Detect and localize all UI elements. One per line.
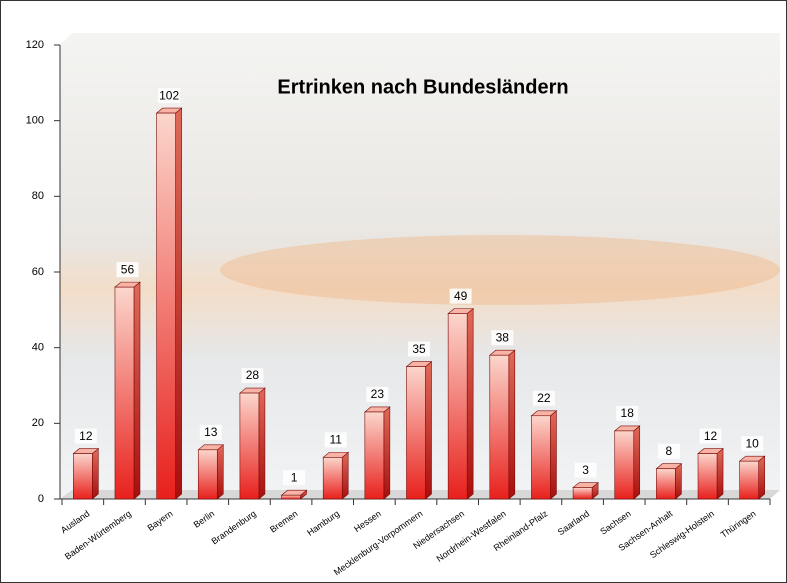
bar-front <box>322 457 343 500</box>
bar-side <box>758 455 765 500</box>
bar-side <box>175 107 182 500</box>
bar-side <box>550 410 557 500</box>
bar <box>613 425 641 500</box>
bar-side <box>508 349 516 500</box>
value-label-box <box>741 436 764 452</box>
bar-front <box>614 430 635 500</box>
value-label: 23 <box>371 387 385 401</box>
value-label: 8 <box>666 444 673 458</box>
y-tick-label: 80 <box>32 190 44 202</box>
value-label: 12 <box>704 429 718 443</box>
value-label-box <box>199 424 222 440</box>
bar <box>697 447 724 500</box>
value-label-box <box>532 390 555 406</box>
bar-side <box>383 406 391 500</box>
value-label-box <box>74 428 97 444</box>
bar <box>572 482 599 500</box>
y-tick-label: 120 <box>26 39 44 51</box>
value-label: 35 <box>412 342 426 356</box>
bar <box>447 307 474 500</box>
bar-side <box>425 360 432 500</box>
bar-front <box>364 411 385 500</box>
value-label: 22 <box>537 391 551 405</box>
value-label-box <box>158 88 181 104</box>
y-tick-label: 0 <box>38 493 44 505</box>
bar <box>239 387 266 500</box>
bar <box>114 281 141 500</box>
bar <box>364 406 391 500</box>
bar-side <box>341 451 349 500</box>
bar-front <box>73 453 93 500</box>
bar-front <box>281 494 301 500</box>
chart-title: Ertrinken nach Bundesländern <box>277 76 568 98</box>
value-label-box <box>116 262 139 278</box>
value-label: 13 <box>204 425 218 439</box>
value-label: 102 <box>159 88 179 102</box>
bar-side <box>675 463 682 500</box>
value-label: 10 <box>745 436 759 450</box>
bar-front <box>406 366 426 500</box>
value-label-box <box>616 405 639 421</box>
bar-front <box>531 415 551 500</box>
bar-front <box>114 286 135 500</box>
bar <box>72 447 100 500</box>
bar-front <box>447 313 468 500</box>
value-label: 56 <box>121 262 135 276</box>
bar-side <box>258 387 266 500</box>
y-tick-label: 60 <box>32 266 44 278</box>
bar-front <box>156 112 176 500</box>
value-label: 11 <box>329 433 342 447</box>
bar <box>655 463 683 500</box>
bar <box>155 107 183 500</box>
bar-side <box>716 447 724 500</box>
bar-front <box>197 449 218 500</box>
bar-front <box>656 468 676 500</box>
plot-background <box>60 33 780 499</box>
y-tick-label: 20 <box>32 417 44 429</box>
bar-front <box>697 453 718 500</box>
value-label: 1 <box>291 470 298 484</box>
bar <box>530 410 558 500</box>
y-tick-label: 40 <box>32 342 44 354</box>
value-label-box <box>366 386 389 402</box>
bar-front <box>489 354 510 500</box>
value-label-box <box>324 432 347 448</box>
bar-front <box>572 487 593 500</box>
value-label-box <box>408 341 430 357</box>
bar <box>322 451 350 500</box>
value-label: 3 <box>582 463 589 477</box>
value-label: 49 <box>454 289 468 303</box>
bar-side <box>133 281 141 500</box>
value-label-box <box>241 368 264 384</box>
value-label: 12 <box>79 429 93 443</box>
bar <box>197 444 225 500</box>
y-tick-label: 100 <box>26 115 44 127</box>
bar-side <box>216 444 224 500</box>
value-label-box <box>491 330 514 346</box>
value-label: 18 <box>621 406 635 420</box>
value-label-box <box>449 288 472 304</box>
value-label: 28 <box>246 368 260 382</box>
value-label-box <box>283 470 306 486</box>
bar-side <box>633 425 641 500</box>
value-label-box <box>699 428 722 444</box>
photo-hint <box>220 235 780 305</box>
value-label: 38 <box>496 330 510 344</box>
bar-front <box>739 460 759 500</box>
value-label-box <box>657 443 680 459</box>
bar <box>488 349 516 500</box>
bar-side <box>466 307 474 500</box>
value-label-box <box>574 462 597 478</box>
bar-front <box>239 392 260 500</box>
bar <box>280 489 308 500</box>
bar-side <box>92 447 99 500</box>
bar <box>405 360 433 500</box>
bar <box>738 455 766 500</box>
